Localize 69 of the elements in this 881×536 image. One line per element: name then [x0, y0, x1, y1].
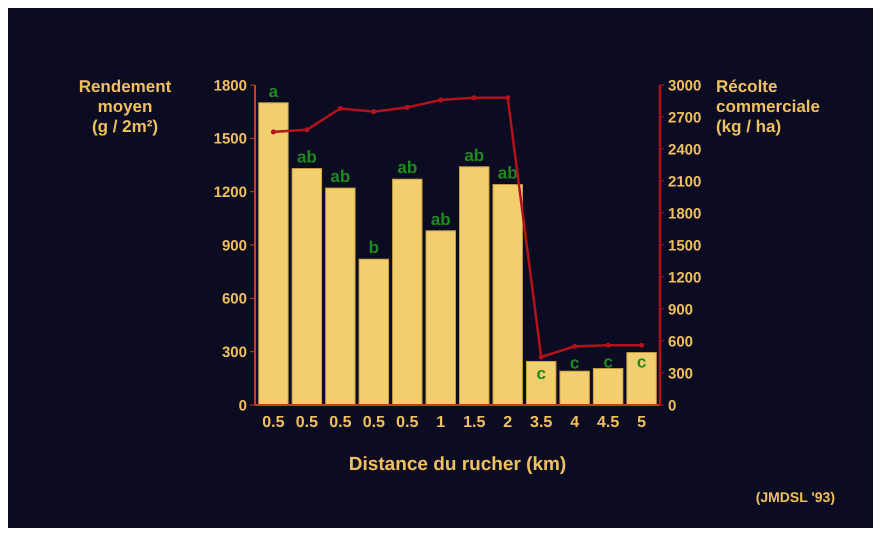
x-tick-label: 0.5 [362, 414, 386, 431]
x-tick-label: 4 [570, 414, 580, 431]
x-tick-label: 5 [637, 414, 646, 431]
y2-tick-label: 900 [668, 301, 694, 318]
x-tick-label: 1 [436, 414, 446, 431]
point [338, 106, 343, 111]
y2-tick-label: 300 [668, 365, 694, 382]
bar [426, 230, 456, 406]
x-tick-label: 0.5 [262, 414, 285, 431]
bar [559, 370, 590, 406]
point [438, 97, 444, 102]
annotation: c [603, 352, 613, 372]
annotation: c [570, 353, 580, 372]
annotation: ab [397, 158, 418, 178]
bar [358, 258, 390, 406]
x-tick-label: 0.5 [296, 414, 318, 431]
x-tick-label: 4.5 [597, 414, 620, 431]
x-tick-label: 1.5 [463, 414, 486, 431]
bar [258, 102, 289, 406]
y2-tick-label: 2100 [668, 173, 702, 190]
y2-tick-label: 1500 [668, 237, 702, 254]
x-tick-label: 2 [503, 414, 512, 431]
y-tick-label: 300 [222, 344, 247, 361]
y-tick-label: 0 [238, 397, 247, 414]
bar [392, 178, 423, 406]
bar [526, 360, 556, 406]
annotation: ab [430, 210, 451, 229]
bar [626, 352, 657, 406]
x-tick-label: 3.5 [530, 414, 552, 431]
y-axis-title: Rendement moyen (g / 2m²) [78, 77, 172, 136]
point [538, 354, 544, 360]
bar [492, 184, 523, 406]
point [639, 342, 644, 348]
point [404, 104, 410, 110]
x-axis-title: Distance du rucher (km) [348, 454, 566, 475]
bar [459, 166, 490, 406]
y-tick-label: 600 [222, 290, 247, 308]
y2-tick-label: 1200 [668, 269, 702, 286]
text: (JMDSL '93) [756, 489, 835, 505]
y2-tick-label: 2400 [668, 141, 702, 158]
point [606, 342, 611, 348]
y-tick-label: 1800 [214, 77, 247, 94]
annotation: ab [464, 146, 484, 165]
annotation: ab [296, 148, 317, 167]
point [505, 95, 510, 100]
annotation: c [536, 364, 546, 383]
point [472, 95, 477, 100]
point [304, 127, 310, 132]
point [572, 344, 578, 349]
bar [292, 168, 322, 406]
point [270, 129, 276, 134]
y-tick-label: 1500 [214, 130, 247, 148]
y2-tick-label: 0 [668, 397, 676, 414]
annotation: a [268, 82, 279, 101]
y2-tick-label: 600 [668, 333, 694, 350]
y2-tick-label: 1800 [668, 205, 702, 222]
x-tick-label: 0.5 [329, 414, 352, 431]
y-tick-label: 900 [222, 237, 247, 254]
x-tick-label: 0.5 [396, 414, 419, 431]
annotation: ab [330, 167, 350, 186]
point [371, 109, 376, 114]
annotation: c [636, 352, 646, 372]
y-tick-label: 1200 [214, 184, 247, 201]
y2-axis-title: Récolte commerciale (kg / ha) [716, 77, 820, 136]
annotation: b [368, 238, 380, 258]
y2-tick-label: 2700 [668, 109, 702, 126]
bar [325, 188, 356, 406]
bar [592, 368, 624, 406]
y2-tick-label: 3000 [668, 77, 702, 94]
